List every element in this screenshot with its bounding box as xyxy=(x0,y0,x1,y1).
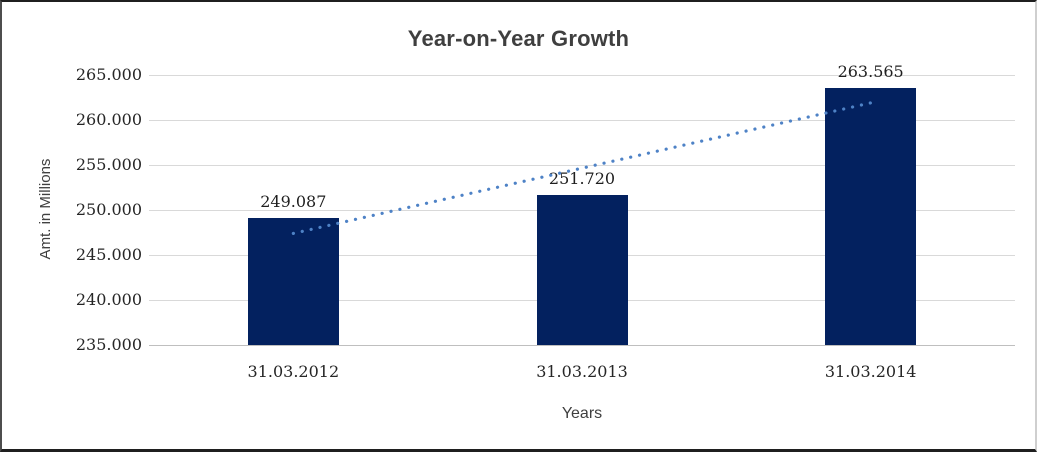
x-axis-line xyxy=(149,344,1015,346)
bar xyxy=(825,87,917,345)
bar-data-label: 263.565 xyxy=(837,61,904,81)
y-tick-label: 235.000 xyxy=(75,335,142,354)
x-tick-label: 31.03.2012 xyxy=(247,362,340,381)
gridline xyxy=(149,74,1015,76)
bar-data-label: 249.087 xyxy=(260,192,327,212)
x-tick-label: 31.03.2014 xyxy=(824,362,917,381)
bar xyxy=(247,218,339,345)
x-tick-label: 31.03.2013 xyxy=(536,362,628,381)
y-tick-label: 250.000 xyxy=(75,200,142,219)
chart-title: Year-on-Year Growth xyxy=(407,26,630,51)
x-axis-title: Years xyxy=(561,405,603,422)
bar-data-label: 251.720 xyxy=(548,168,616,188)
y-tick-label: 245.000 xyxy=(75,245,142,264)
y-tick-label: 265.000 xyxy=(75,65,142,84)
y-tick-label: 240.000 xyxy=(75,290,142,309)
y-tick-label: 260.000 xyxy=(75,110,142,129)
y-tick-label: 255.000 xyxy=(75,155,142,174)
bar xyxy=(536,194,628,345)
plot-area: 249.087 251.720 263.565 xyxy=(149,62,1015,346)
